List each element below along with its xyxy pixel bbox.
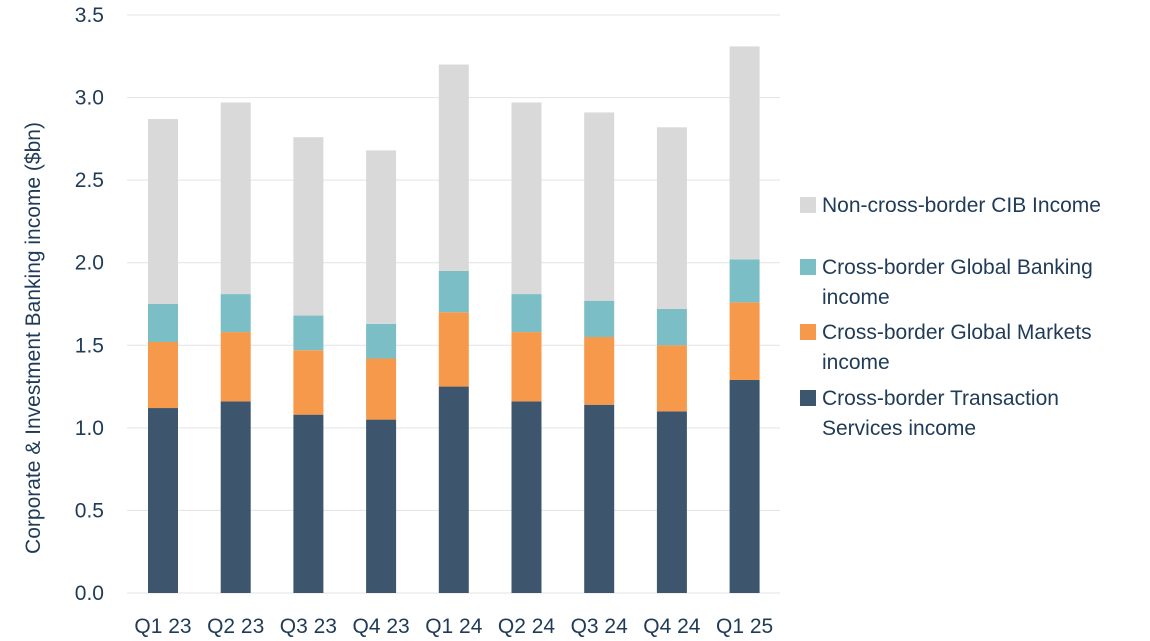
bar-segment	[438, 312, 469, 387]
bar-segment	[511, 401, 542, 593]
legend-swatch	[800, 259, 816, 275]
legend-label: Non-cross-border CIB Income	[822, 194, 1101, 217]
bar-segment	[438, 64, 469, 271]
x-tick-label: Q2 24	[498, 615, 556, 638]
x-tick-label: Q2 23	[207, 615, 264, 638]
y-tick-label: 1.5	[75, 334, 104, 357]
bar-segment	[511, 332, 542, 402]
bar-segment	[366, 150, 397, 324]
y-tick-label: 0.0	[75, 582, 104, 605]
bar-segment	[584, 404, 615, 593]
bar-segment	[220, 401, 251, 593]
bar-segment	[293, 315, 324, 351]
legend-item: Non-cross-border CIB Income	[800, 194, 1101, 217]
x-tick-label: Q1 23	[134, 615, 191, 638]
legend-label: income	[822, 351, 890, 374]
legend-item: Cross-border Global Banking income	[800, 256, 1093, 309]
x-tick-label: Q4 24	[643, 615, 701, 638]
legend-item: Cross-border Global Markets income	[800, 321, 1092, 374]
bar-segment	[293, 414, 324, 593]
bar-segment	[729, 46, 760, 260]
bar-segment	[656, 345, 687, 412]
bar-segment	[220, 102, 251, 295]
bar-segment	[148, 119, 178, 304]
bar-segment	[584, 112, 615, 301]
legend-label: Cross-border Global Banking	[822, 256, 1093, 279]
bar-segment	[584, 300, 615, 338]
bar-segment	[148, 408, 178, 593]
legend-item: Cross-border Transaction Services income	[800, 387, 1059, 440]
bar-segment	[220, 332, 251, 402]
x-axis-ticks: Q1 23 Q2 23 Q3 23 Q4 23 Q1 24 Q2 24 Q3 24 Q4 24…	[134, 615, 773, 638]
bar-segment	[366, 419, 397, 593]
y-tick-label: 2.0	[75, 252, 104, 275]
x-tick-label: Q3 23	[280, 615, 337, 638]
legend-swatch	[800, 324, 816, 340]
x-tick-label: Q4 23	[352, 615, 409, 638]
legend-label: Cross-border Transaction	[822, 387, 1059, 410]
bar-segment	[584, 337, 615, 405]
legend: Non-cross-border CIB Income Cross-border …	[800, 194, 1101, 440]
bar-segment	[656, 411, 687, 593]
bar-segment	[656, 127, 687, 309]
bar-segment	[220, 294, 251, 333]
bar-segment	[438, 270, 469, 313]
legend-swatch	[800, 390, 816, 406]
y-tick-label: 1.0	[75, 417, 104, 440]
y-tick-label: 2.5	[75, 169, 104, 192]
bar-segment	[148, 304, 178, 342]
y-tick-label: 3.5	[75, 4, 104, 27]
y-tick-label: 0.5	[75, 499, 104, 522]
bar-segment	[366, 323, 397, 359]
y-axis-ticks: 0.0 0.5 1.0 1.5 2.0 2.5 3.0 3.5	[75, 4, 104, 605]
bar-segment	[148, 341, 178, 409]
legend-label: Cross-border Global Markets	[822, 321, 1092, 344]
bar-segment	[729, 302, 760, 380]
x-tick-label: Q1 24	[425, 615, 483, 638]
y-tick-label: 3.0	[75, 87, 104, 110]
bar-segment	[366, 358, 397, 420]
bars	[148, 46, 760, 593]
bar-segment	[729, 259, 760, 303]
bar-segment	[511, 294, 542, 333]
legend-swatch	[800, 197, 816, 213]
legend-label: Services income	[822, 417, 976, 440]
bar-segment	[511, 102, 542, 295]
legend-label: income	[822, 286, 890, 309]
bar-segment	[438, 386, 469, 593]
bar-segment	[293, 137, 324, 316]
x-tick-label: Q1 25	[716, 615, 773, 638]
y-axis-title: Corporate & Investment Banking income ($…	[22, 122, 45, 554]
bar-segment	[656, 308, 687, 346]
x-tick-label: Q3 24	[571, 615, 629, 638]
bar-segment	[729, 379, 760, 593]
bar-segment	[293, 350, 324, 415]
